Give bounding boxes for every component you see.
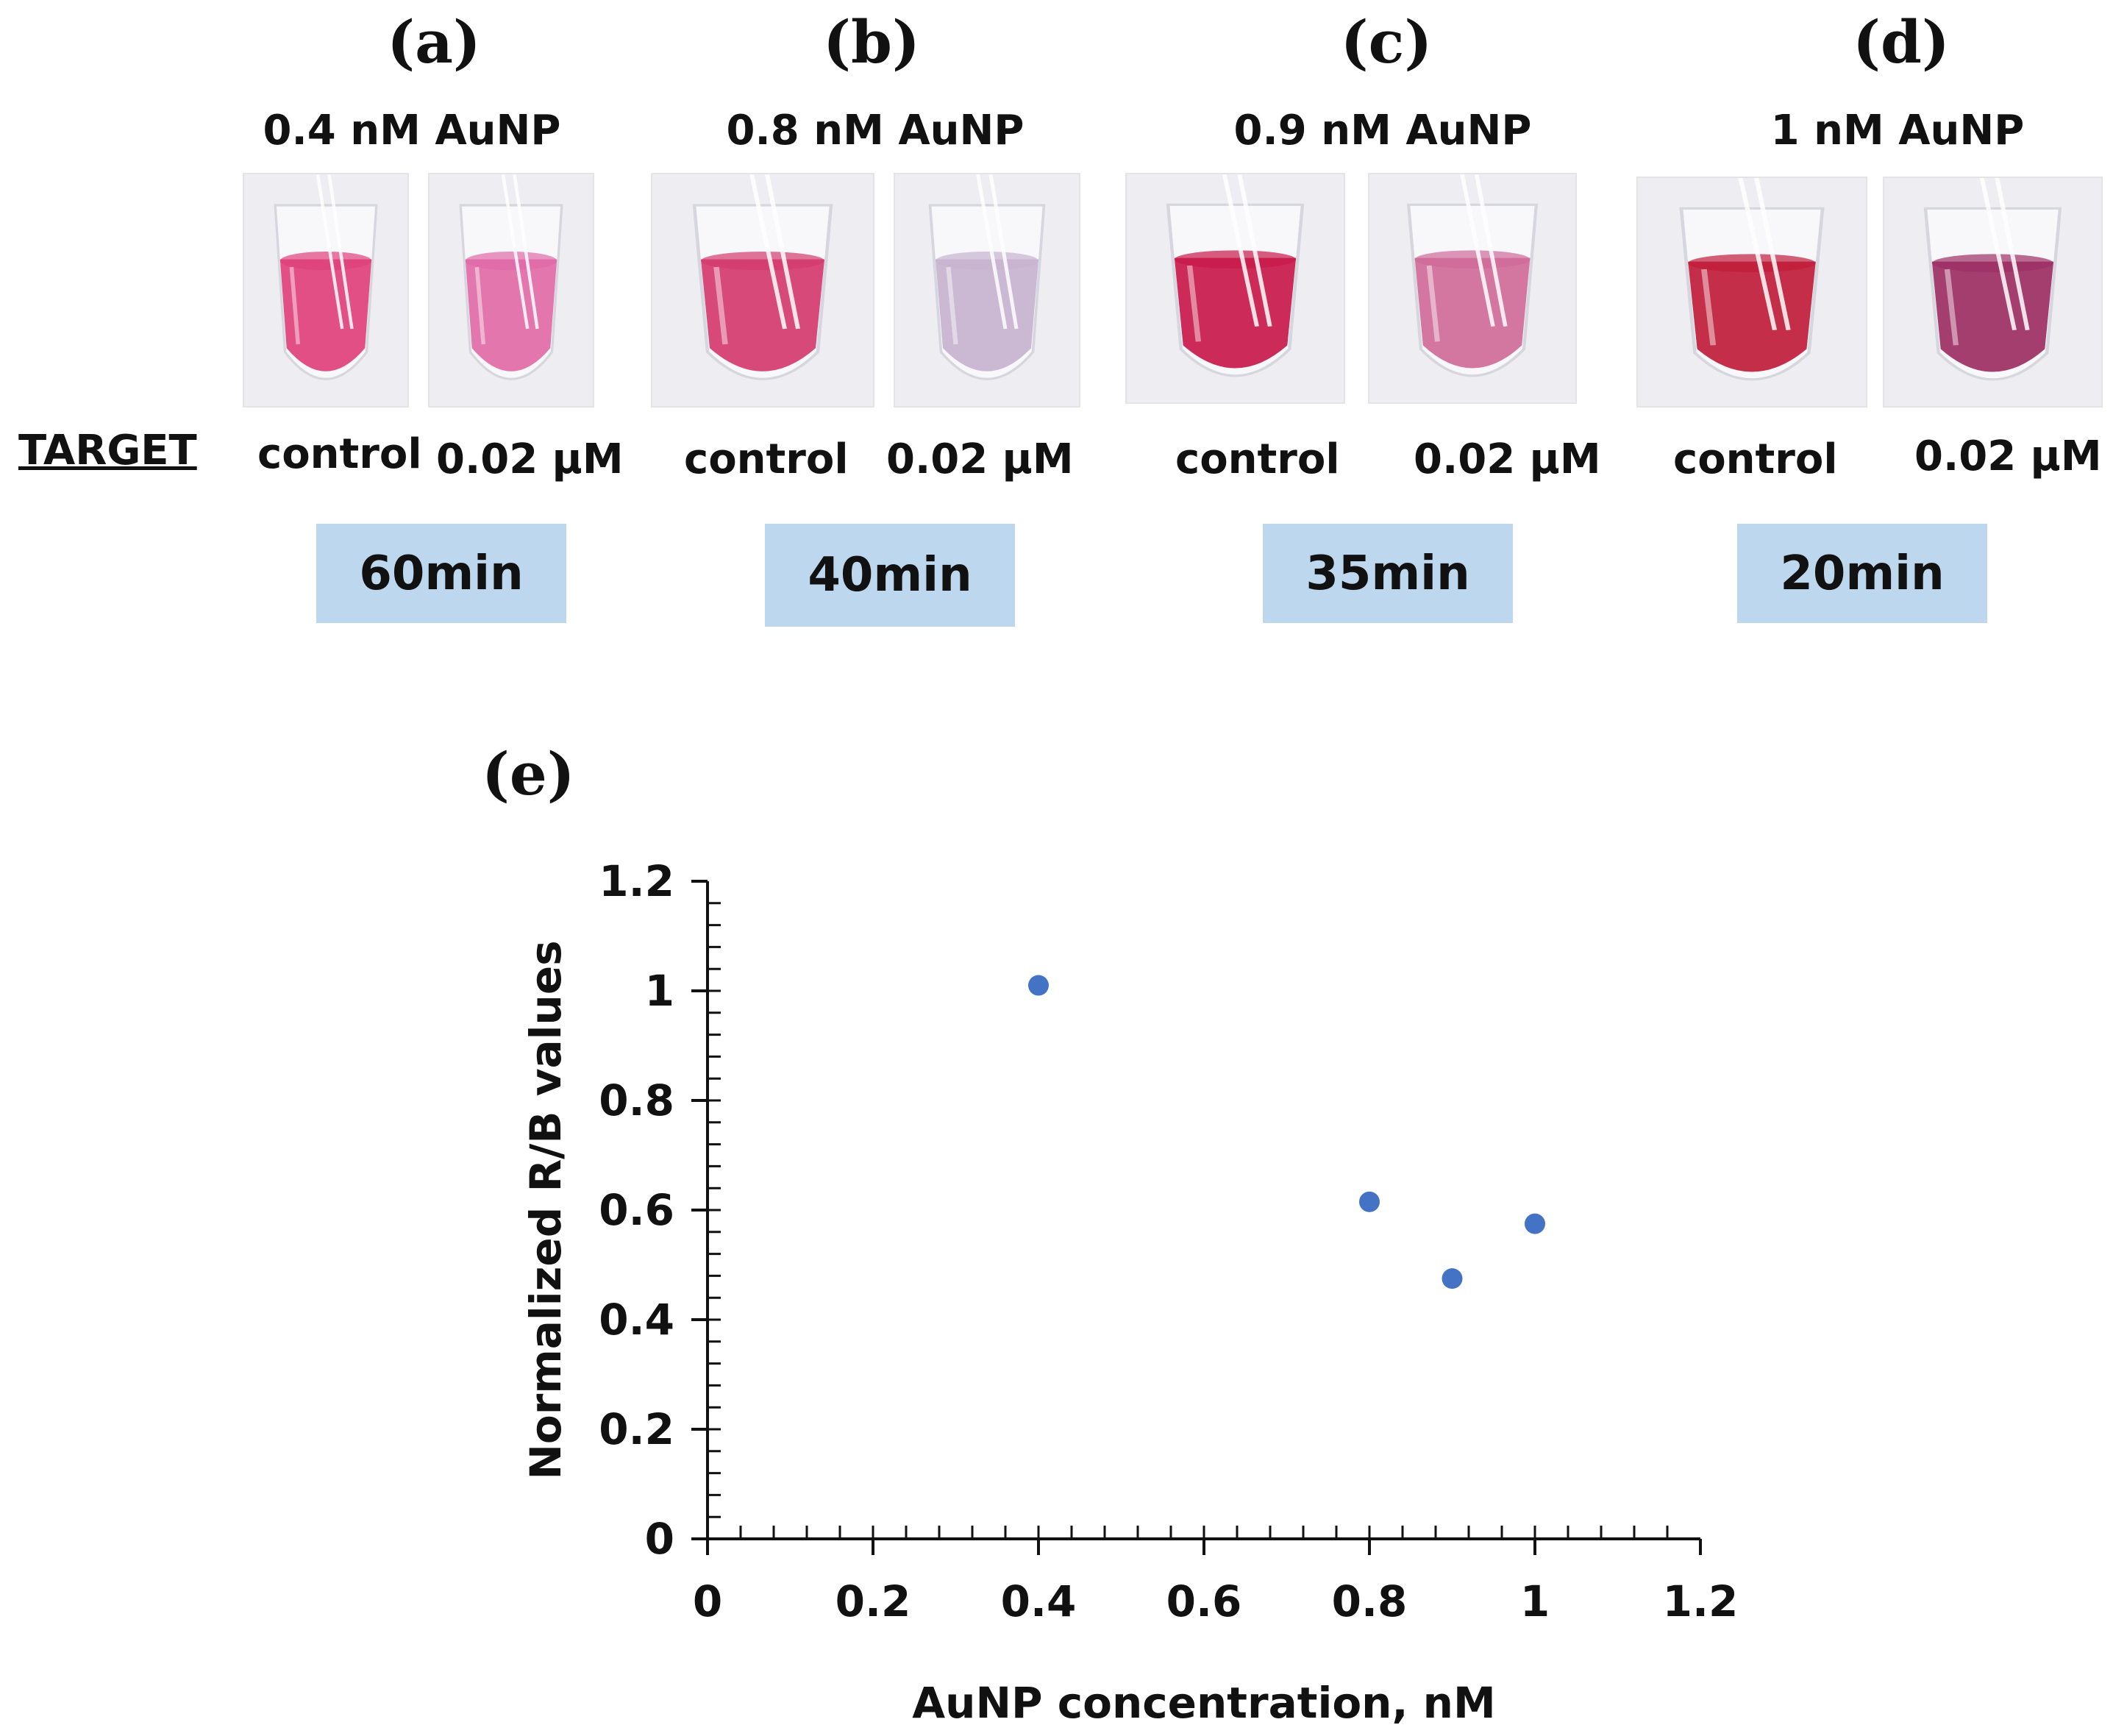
tube-illustration [1127, 174, 1344, 402]
tube-illustration [1884, 178, 2101, 406]
panel-a-sample-tube-photo [428, 173, 594, 408]
y-tick-label: 0.6 [599, 1185, 674, 1235]
tube-illustration [430, 174, 593, 406]
panel-a-letter: (a) [387, 7, 481, 77]
x-axis-title: AuNP concentration, nM [912, 1678, 1495, 1728]
panel-d-control-tube-photo [1636, 177, 1867, 408]
panel-c-concentration: 0.9 nM AuNP [1233, 107, 1532, 154]
tube-illustration [244, 174, 407, 406]
x-tick-label: 1.2 [1663, 1576, 1739, 1626]
y-tick-label: 0 [645, 1514, 674, 1564]
y-tick-label: 0.2 [599, 1404, 674, 1454]
panel-e-letter: (e) [482, 739, 575, 808]
x-tick-label: 0.4 [1001, 1576, 1077, 1626]
panel-b-sample-tube-photo [894, 173, 1080, 408]
data-point [1028, 975, 1049, 996]
panel-b-letter: (b) [823, 7, 920, 77]
panel-b-control-tube-photo [651, 173, 874, 408]
panel-a-sample-label: 0.02 μM [436, 435, 624, 483]
panel-a-concentration: 0.4 nM AuNP [263, 107, 561, 154]
x-tick-label: 0.6 [1166, 1576, 1242, 1626]
tube-illustration [1369, 174, 1575, 402]
panel-c-letter: (c) [1340, 7, 1433, 77]
panel-a-control-tube-photo [243, 173, 409, 408]
panel-d-sample-label: 0.02 μM [1914, 433, 2102, 480]
panel-c-control-tube-photo [1125, 173, 1345, 404]
data-point [1442, 1268, 1463, 1289]
panel-c-sample-tube-photo [1368, 173, 1577, 404]
panel-c-time-badge: 35min [1263, 524, 1513, 623]
panel-b-control-label: control [684, 435, 849, 483]
tube-illustration [1638, 178, 1866, 406]
panel-d-time-badge: 20min [1737, 524, 1987, 623]
x-tick-label: 1 [1520, 1576, 1550, 1626]
panel-a-time-badge: 60min [316, 524, 566, 623]
y-tick-label: 1.2 [599, 856, 674, 906]
panel-a-control-label: control [257, 430, 422, 478]
y-tick-label: 0.4 [599, 1295, 674, 1345]
data-point [1525, 1213, 1545, 1234]
tube-illustration [652, 174, 873, 406]
panel-b-concentration: 0.8 nM AuNP [726, 107, 1025, 154]
panel-d-sample-tube-photo [1883, 177, 2103, 408]
panel-b-time-badge: 40min [765, 524, 1015, 627]
x-tick-label: 0.8 [1332, 1576, 1408, 1626]
panel-b-sample-label: 0.02 μM [886, 435, 1074, 483]
panel-d-letter: (d) [1853, 7, 1950, 77]
data-point [1359, 1191, 1380, 1212]
panel-d-concentration: 1 nM AuNP [1770, 107, 2025, 154]
y-tick-label: 0.8 [599, 1075, 674, 1125]
y-axis-title: Normalized R/B values [521, 940, 571, 1479]
tube-illustration [895, 174, 1079, 406]
panel-c-control-label: control [1175, 435, 1340, 483]
y-tick-label: 1 [645, 966, 674, 1016]
panel-d-control-label: control [1673, 435, 1838, 483]
panel-c-sample-label: 0.02 μM [1414, 435, 1601, 483]
x-tick-label: 0.2 [835, 1576, 911, 1626]
target-row-label: TARGET [18, 427, 197, 474]
x-tick-label: 0 [693, 1576, 722, 1626]
